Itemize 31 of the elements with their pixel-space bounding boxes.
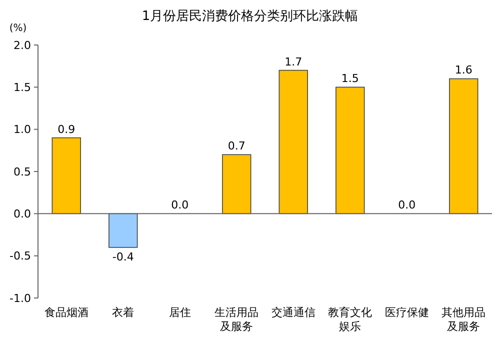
- y-axis-title: (%): [9, 23, 27, 34]
- bar: [222, 154, 252, 214]
- x-tick-label: 交通通信: [271, 306, 316, 319]
- x-tick-label: 生活用品及服务: [214, 306, 259, 333]
- bar: [336, 86, 365, 214]
- data-label: 0.7: [228, 140, 246, 153]
- y-tick-label: 0.0: [14, 208, 31, 221]
- data-label: 0.0: [171, 198, 189, 212]
- data-label: 1.7: [284, 55, 302, 68]
- y-tick-label: 1.5: [14, 81, 31, 94]
- x-tick-label: 居住: [168, 306, 191, 319]
- x-tick-label: 食品烟酒: [44, 306, 88, 319]
- chart-title: 1月份居民消费价格分类别环比涨跌幅: [142, 9, 358, 24]
- x-tick-label: 衣着: [112, 306, 134, 319]
- y-tick-label: 0.5: [14, 165, 31, 178]
- data-label: 1.5: [341, 72, 359, 86]
- bar: [52, 137, 81, 214]
- y-tick-label: -0.5: [10, 250, 31, 263]
- y-tick-label: -1.0: [10, 292, 31, 305]
- bar: [108, 213, 138, 248]
- x-tick-label: 其他用品及服务: [442, 306, 486, 333]
- bar: [449, 78, 478, 214]
- data-label: 0.9: [58, 122, 76, 136]
- x-tick-label: 教育文化娱乐: [328, 306, 372, 333]
- data-label: -0.4: [112, 250, 134, 264]
- y-tick-label: 1.0: [14, 123, 31, 136]
- bar: [278, 70, 308, 214]
- x-tick-label: 医疗保健: [384, 306, 429, 319]
- data-label: 0.0: [398, 198, 416, 212]
- data-label: 1.6: [454, 64, 472, 77]
- y-tick-label: 2.0: [14, 38, 31, 52]
